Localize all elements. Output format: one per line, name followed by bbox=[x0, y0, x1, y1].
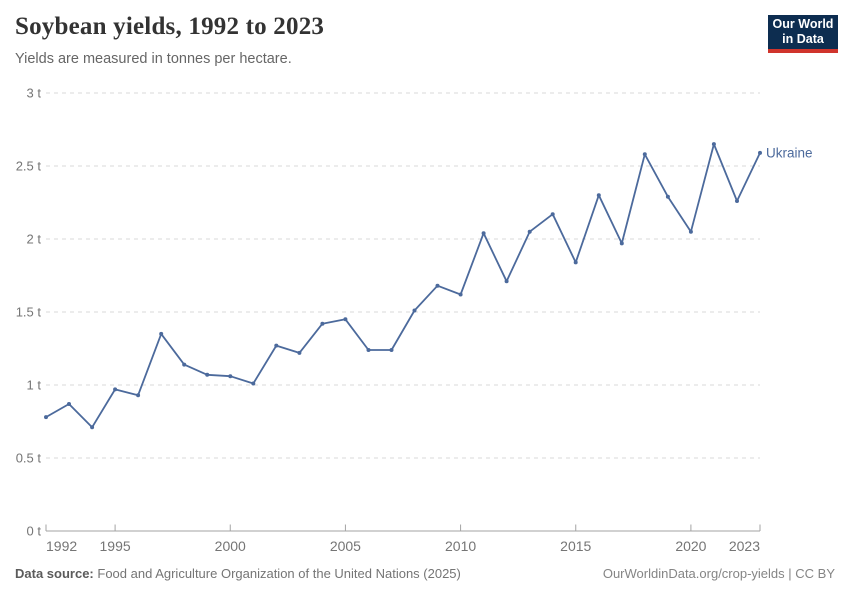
y-tick-label: 2.5 t bbox=[16, 159, 42, 174]
chart-title: Soybean yields, 1992 to 2023 bbox=[15, 13, 325, 40]
data-point bbox=[758, 150, 762, 155]
series-line-ukraine bbox=[45, 143, 761, 429]
data-source-text: Food and Agriculture Organization of the… bbox=[97, 566, 461, 581]
y-tick-label: 0.5 t bbox=[16, 451, 42, 466]
x-tick-label: 2005 bbox=[330, 538, 361, 554]
chart-subtitle: Yields are measured in tonnes per hectar… bbox=[15, 51, 292, 67]
chart-footer: Data source: Food and Agriculture Organi… bbox=[15, 566, 835, 581]
data-point bbox=[688, 229, 693, 234]
data-point bbox=[458, 292, 463, 297]
data-point bbox=[159, 331, 164, 336]
data-point bbox=[504, 279, 509, 284]
owid-logo-line2: in Data bbox=[782, 31, 824, 46]
owid-logo-line1: Our World bbox=[772, 17, 834, 31]
x-tick-label: 2000 bbox=[215, 538, 246, 554]
owid-logo-red-bar bbox=[768, 49, 838, 53]
data-point bbox=[642, 152, 647, 157]
data-point bbox=[412, 308, 417, 313]
data-point bbox=[711, 142, 716, 147]
data-point bbox=[205, 372, 210, 377]
y-tick-label: 0 t bbox=[27, 524, 42, 539]
series-label: Ukraine bbox=[766, 145, 813, 160]
data-source: Data source: Food and Agriculture Organi… bbox=[15, 566, 461, 581]
data-point bbox=[136, 393, 141, 398]
y-tick-label: 1 t bbox=[27, 378, 42, 393]
data-point bbox=[67, 402, 71, 406]
data-point bbox=[573, 260, 578, 265]
owid-logo-text: Our World in Data bbox=[768, 15, 838, 49]
data-point bbox=[550, 212, 555, 217]
data-point bbox=[735, 199, 739, 203]
data-point bbox=[366, 348, 371, 352]
credit-link[interactable]: OurWorldinData.org/crop-yields | CC BY bbox=[602, 566, 835, 581]
data-point bbox=[665, 194, 670, 199]
data-point bbox=[435, 283, 440, 288]
x-tick-label: 2023 bbox=[729, 538, 760, 554]
y-tick-label: 3 t bbox=[27, 86, 42, 101]
x-tick-label: 2015 bbox=[560, 538, 591, 554]
y-tick-label: 2 t bbox=[27, 232, 42, 247]
data-point bbox=[113, 387, 118, 392]
x-tick-label: 1992 bbox=[46, 538, 77, 554]
data-point bbox=[274, 343, 279, 348]
data-point bbox=[44, 415, 48, 420]
data-source-label: Data source: bbox=[15, 566, 94, 581]
data-point bbox=[596, 193, 601, 198]
owid-logo: Our World in Data bbox=[768, 15, 838, 53]
data-point bbox=[389, 348, 394, 352]
data-point bbox=[182, 362, 187, 367]
data-point bbox=[343, 317, 348, 322]
x-tick-label: 2010 bbox=[445, 538, 476, 554]
data-point bbox=[90, 425, 95, 430]
data-point bbox=[251, 381, 256, 386]
data-point bbox=[619, 241, 624, 246]
data-point bbox=[228, 374, 233, 379]
y-tick-label: 1.5 t bbox=[16, 305, 42, 320]
x-tick-label: 1995 bbox=[100, 538, 131, 554]
data-point bbox=[527, 229, 532, 234]
data-point bbox=[481, 231, 486, 236]
x-tick-label: 2020 bbox=[675, 538, 706, 554]
data-point bbox=[320, 321, 325, 326]
data-point bbox=[297, 350, 302, 355]
